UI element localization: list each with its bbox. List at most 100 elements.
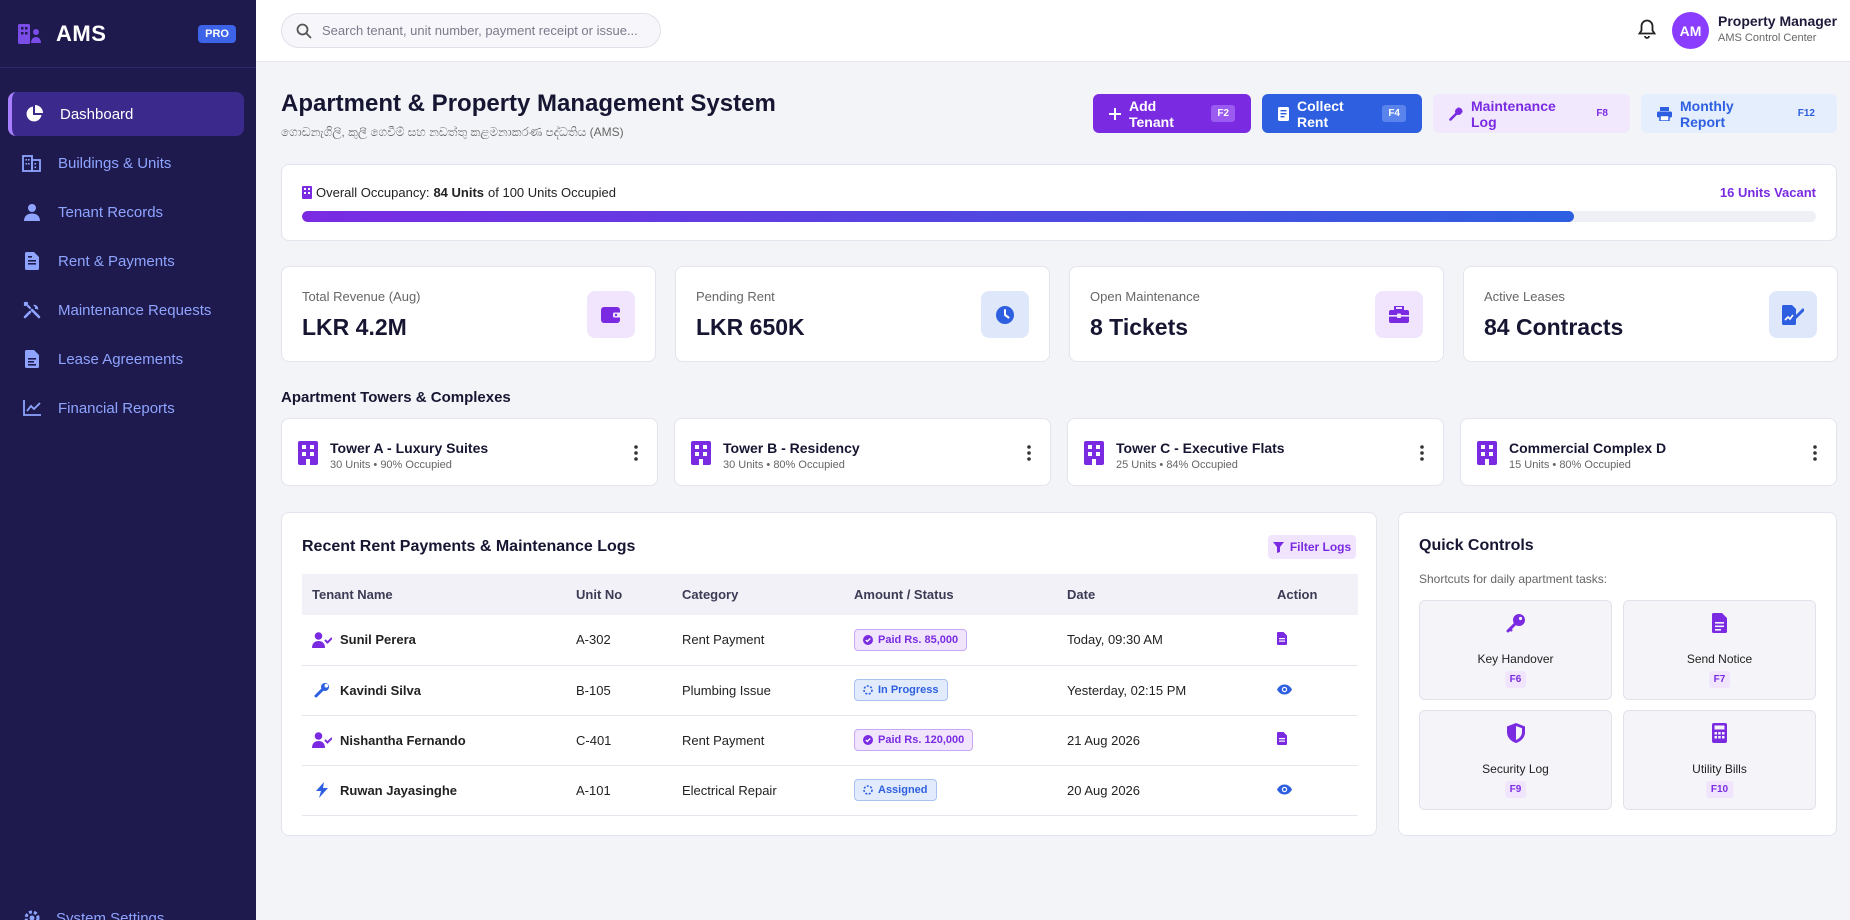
filter-logs-label: Filter Logs (1289, 540, 1352, 554)
search-input[interactable] (322, 23, 642, 38)
sidebar-item-label: Buildings & Units (58, 154, 172, 172)
eye-icon[interactable] (1277, 784, 1292, 795)
sidebar-item-maintenance[interactable]: Maintenance Requests (8, 288, 244, 332)
search-box[interactable] (281, 13, 661, 48)
bell-icon[interactable] (1637, 19, 1658, 41)
tower-card[interactable]: Tower B - Residency 30 Units • 80% Occup… (674, 418, 1051, 486)
sidebar-item-settings[interactable]: System Settings (22, 908, 164, 920)
monthly-report-label: Monthly Report (1680, 97, 1734, 130)
collect-rent-button[interactable]: Collect Rent F4 (1262, 94, 1422, 133)
sidebar-item-dashboard[interactable]: Dashboard (8, 92, 244, 136)
status-badge: Assigned (854, 779, 937, 801)
maintenance-log-button[interactable]: Maintenance Log F8 (1433, 94, 1630, 133)
monthly-report-button[interactable]: Monthly Report F12 (1641, 94, 1837, 133)
shortcut-badge: F2 (1211, 105, 1235, 122)
filter-logs-button[interactable]: Filter Logs (1268, 535, 1356, 559)
receipt-icon[interactable] (1277, 732, 1287, 745)
quick-controls-card: Quick Controls Shortcuts for daily apart… (1398, 512, 1837, 836)
status-text: Paid Rs. 120,000 (878, 734, 965, 746)
tower-card[interactable]: Tower A - Luxury Suites 30 Units • 90% O… (281, 418, 658, 486)
stat-card-revenue: Total Revenue (Aug) LKR 4.2M (281, 266, 656, 362)
sidebar-item-leases[interactable]: Lease Agreements (8, 337, 244, 381)
user-icon (22, 202, 42, 222)
table-row[interactable]: Sunil Perera A-302 Rent Payment Paid Rs.… (302, 615, 1358, 665)
column-header[interactable]: Date (1067, 587, 1096, 602)
add-tenant-button[interactable]: Add Tenant F2 (1093, 94, 1251, 133)
search-icon (296, 23, 312, 39)
security-log-button[interactable]: Security Log F9 (1419, 710, 1612, 810)
tower-name: Tower B - Residency (723, 440, 860, 456)
user-check-icon (312, 631, 332, 648)
tenant-name: Nishantha Fernando (340, 732, 466, 748)
tower-occupancy: 15 Units • 80% Occupied (1509, 459, 1631, 471)
sidebar-nav: Dashboard Buildings & Units Tenant Recor… (0, 68, 256, 430)
send-notice-button[interactable]: Send Notice F7 (1623, 600, 1816, 700)
tile-label: Utility Bills (1692, 762, 1747, 776)
add-tenant-label: Add Tenant (1129, 97, 1174, 130)
eye-icon[interactable] (1277, 684, 1292, 695)
shortcut-badge: F12 (1797, 108, 1815, 119)
kebab-menu-icon[interactable] (633, 445, 639, 461)
tower-card[interactable]: Tower C - Executive Flats 25 Units • 84%… (1067, 418, 1444, 486)
receipt-icon[interactable] (1277, 631, 1287, 645)
category: Rent Payment (682, 632, 765, 648)
shortcut-badge: F6 (1504, 671, 1527, 688)
kebab-menu-icon[interactable] (1812, 445, 1818, 461)
status-text: Assigned (878, 784, 928, 796)
tower-card[interactable]: Commercial Complex D 15 Units • 80% Occu… (1460, 418, 1837, 486)
key-handover-button[interactable]: Key Handover F6 (1419, 600, 1612, 700)
toolbox-icon (1375, 291, 1423, 338)
status-text: Paid Rs. 85,000 (878, 633, 959, 646)
sidebar-item-buildings[interactable]: Buildings & Units (8, 141, 244, 185)
page-title: Apartment & Property Management System (281, 90, 776, 117)
user-name: Property Manager (1718, 13, 1838, 29)
stat-label: Pending Rent (696, 289, 775, 304)
table-row[interactable]: Nishantha Fernando C-401 Rent Payment Pa… (302, 715, 1358, 765)
status-badge: In Progress (854, 679, 948, 701)
column-header[interactable]: Amount / Status (854, 587, 954, 602)
pie-chart-icon (24, 104, 44, 124)
quick-controls-title: Quick Controls (1419, 537, 1534, 554)
wrench-icon (1449, 106, 1463, 121)
table-row[interactable]: Kavindi Silva B-105 Plumbing Issue In Pr… (302, 665, 1358, 715)
unit-number: A-101 (576, 782, 611, 798)
occupancy-count: 84 Units (433, 185, 485, 200)
category: Rent Payment (682, 732, 765, 748)
calculator-icon (1624, 723, 1815, 743)
table-row[interactable]: Ruwan Jayasinghe A-101 Electrical Repair… (302, 765, 1358, 815)
spinner-icon (863, 785, 873, 795)
tower-occupancy: 30 Units • 80% Occupied (723, 459, 845, 471)
occupancy-prefix: Overall Occupancy: (316, 185, 430, 200)
column-header[interactable]: Category (682, 587, 739, 602)
kebab-menu-icon[interactable] (1419, 445, 1425, 461)
column-header[interactable]: Unit No (576, 587, 623, 602)
tile-label: Send Notice (1686, 652, 1753, 666)
brand-name: AMS (56, 20, 107, 46)
contract-icon (22, 349, 42, 369)
utility-bills-button[interactable]: Utility Bills F10 (1623, 710, 1816, 810)
line-chart-icon (22, 398, 42, 418)
stat-label: Total Revenue (Aug) (302, 289, 421, 304)
tower-name: Tower A - Luxury Suites (330, 440, 489, 456)
pro-badge: PRO (198, 24, 236, 43)
check-circle-icon (863, 735, 873, 745)
tile-label: Key Handover (1477, 652, 1554, 666)
avatar[interactable]: AM (1672, 12, 1709, 49)
tile-label: Security Log (1482, 762, 1549, 776)
maintenance-log-label: Maintenance Log (1471, 97, 1556, 130)
kebab-menu-icon[interactable] (1026, 445, 1032, 461)
spinner-icon (863, 685, 873, 695)
building-icon (298, 441, 318, 470)
bolt-icon (312, 782, 332, 798)
logs-card: Recent Rent Payments & Maintenance Logs … (281, 512, 1377, 836)
sidebar-item-tenants[interactable]: Tenant Records (8, 190, 244, 234)
vacant-count: 16 Units Vacant (1719, 185, 1816, 200)
sidebar-item-rent[interactable]: Rent & Payments (8, 239, 244, 283)
settings-label: System Settings (56, 909, 165, 920)
status-text: In Progress (878, 684, 939, 696)
wrench-icon (312, 682, 332, 698)
column-header[interactable]: Tenant Name (312, 587, 393, 602)
shortcut-badge: F10 (1705, 781, 1734, 798)
sidebar-item-reports[interactable]: Financial Reports (8, 386, 244, 430)
sidebar-item-label: Rent & Payments (58, 252, 175, 270)
